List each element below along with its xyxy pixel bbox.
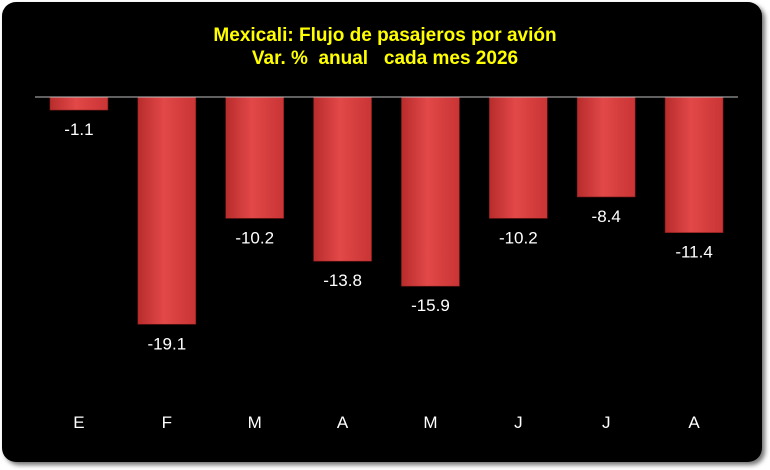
category-label-4: M — [423, 413, 437, 432]
value-label-7: -11.4 — [675, 243, 713, 262]
value-label-1: -19.1 — [147, 334, 186, 353]
chart-frame — [2, 2, 762, 462]
category-label-5: J — [514, 413, 523, 432]
bar-7 — [664, 96, 724, 233]
bar-1 — [137, 96, 197, 325]
value-label-2: -10.2 — [235, 228, 274, 247]
bar-2 — [225, 96, 284, 219]
chart-title: Mexicali: Flujo de pasajeros por avión — [213, 25, 557, 46]
category-label-7: A — [688, 413, 700, 432]
bar-4 — [401, 96, 460, 287]
bar-5 — [489, 96, 548, 219]
value-label-4: -15.9 — [411, 296, 450, 315]
chart-title-block: Mexicali: Flujo de pasajeros por avión V… — [0, 24, 770, 70]
category-label-0: E — [73, 413, 84, 432]
chart-subtitle: Var. % anual cada mes 2026 — [251, 48, 519, 69]
value-label-5: -10.2 — [499, 228, 538, 247]
value-label-0: -1.1 — [64, 120, 93, 139]
bar-0 — [49, 96, 109, 111]
category-label-2: M — [248, 413, 262, 432]
value-label-6: -8.4 — [592, 207, 621, 226]
value-labels: -1.1 -19.1 -10.2 -13.8 -15.9 -10.2 -8.4 -11.4 — [64, 120, 713, 353]
value-label-3: -13.8 — [323, 271, 362, 290]
category-label-3: A — [337, 413, 349, 432]
bar-series — [49, 96, 724, 325]
category-label-6: J — [602, 413, 611, 432]
bar-6 — [576, 96, 636, 198]
category-label-1: F — [162, 413, 172, 432]
bar-3 — [313, 96, 372, 262]
